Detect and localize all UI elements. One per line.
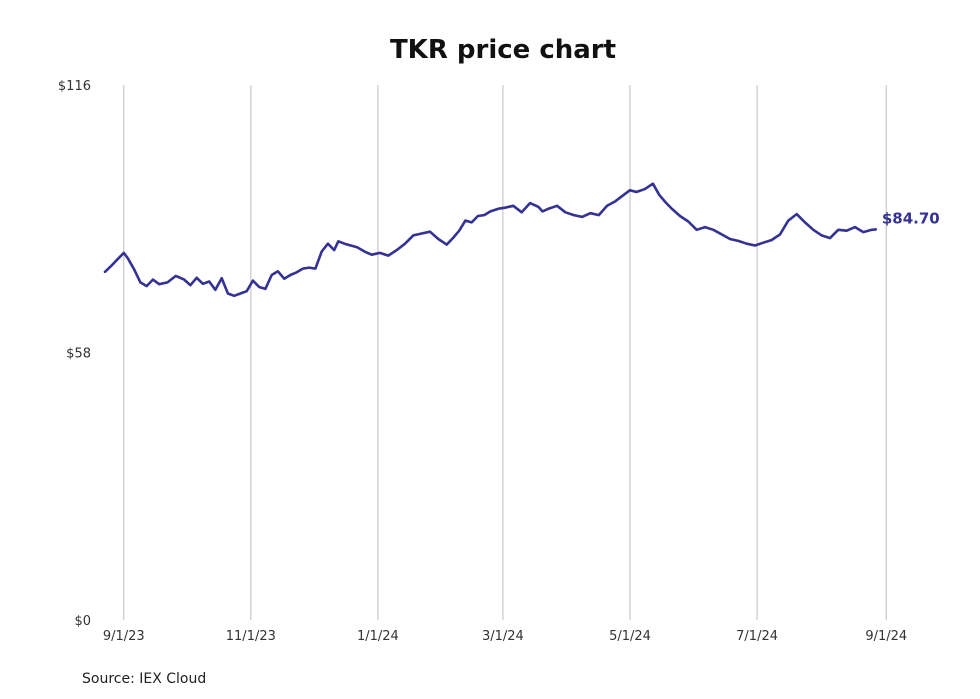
vertical-gridlines [123,85,887,620]
chart-title: TKR price chart [390,35,616,65]
x-tick-label: 1/1/24 [357,629,399,644]
y-tick-label: $58 [66,347,91,362]
y-tick-label: $116 [58,79,91,94]
x-tick-label: 9/1/23 [103,629,145,644]
x-tick-label: 5/1/24 [609,629,651,644]
x-tick-label: 3/1/24 [482,629,524,644]
y-axis: $0 $58 $116 [58,79,91,629]
price-series-line [103,182,878,298]
source-note: Source: IEX Cloud [82,671,206,687]
last-price-label: $84.70 [882,209,940,227]
x-tick-label: 9/1/24 [865,629,907,644]
y-tick-label: $0 [74,614,91,629]
x-axis: 9/1/23 11/1/23 1/1/24 3/1/24 5/1/24 7/1/24 9/1… [103,629,907,644]
x-tick-label: 11/1/23 [226,629,276,644]
x-tick-label: 7/1/24 [736,629,778,644]
